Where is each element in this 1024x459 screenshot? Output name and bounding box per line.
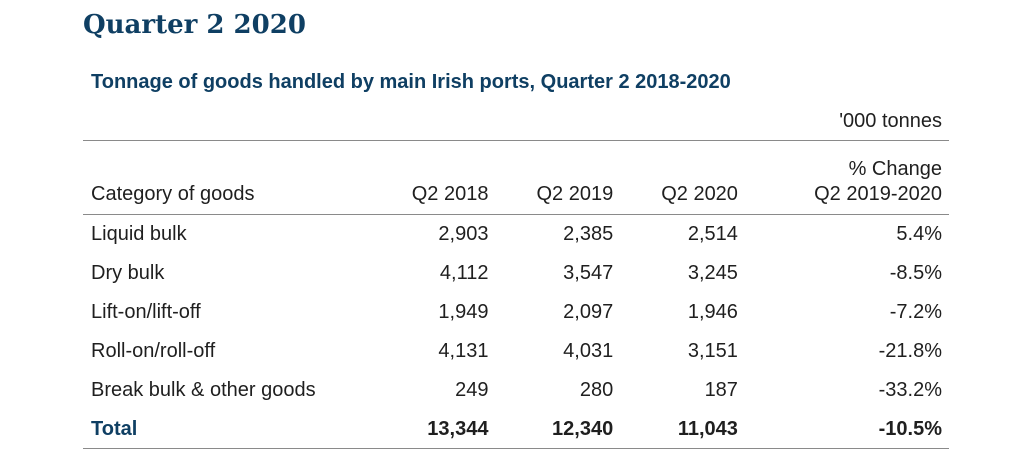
table-row: Dry bulk 4,112 3,547 3,245 -8.5% [83, 254, 949, 293]
total-label: Total [91, 417, 138, 440]
cell-category: Break bulk & other goods [91, 379, 316, 401]
cell-category: Liquid bulk [91, 223, 187, 245]
total-q2-2019: 12,340 [552, 417, 614, 440]
header-pct-change-line1: % Change [848, 158, 942, 180]
cell-q2-2018: 249 [455, 379, 489, 401]
cell-q2-2020: 187 [704, 379, 738, 401]
total-q2-2020: 11,043 [677, 417, 738, 440]
cell-pct-change: -8.5% [889, 262, 942, 284]
cell-q2-2018: 2,903 [438, 223, 489, 245]
cell-q2-2019: 280 [579, 379, 614, 401]
cell-category: Lift-on/lift-off [91, 301, 201, 323]
header-category: Category of goods [91, 183, 255, 205]
cell-q2-2019: 2,097 [563, 301, 614, 323]
cell-q2-2020: 3,245 [687, 262, 738, 284]
header-row: Category of goods Q2 2018 Q2 2019 Q2 202… [83, 140, 949, 215]
cell-q2-2019: 4,031 [563, 340, 614, 362]
cell-q2-2018: 1,949 [438, 301, 489, 323]
table-row: Liquid bulk 2,903 2,385 2,514 5.4% [83, 215, 949, 255]
header-q2-2020: Q2 2020 [661, 183, 738, 205]
total-q2-2018: 13,344 [427, 417, 489, 440]
table-body: Liquid bulk 2,903 2,385 2,514 5.4% Dry b… [83, 215, 949, 449]
table-row: Roll-on/roll-off 4,131 4,031 3,151 -21.8… [83, 332, 949, 371]
table-header: Category of goods Q2 2018 Q2 2019 Q2 202… [83, 140, 949, 215]
cell-q2-2020: 2,514 [687, 223, 738, 245]
cell-category: Roll-on/roll-off [91, 340, 216, 362]
cell-pct-change: -33.2% [878, 379, 942, 401]
cell-q2-2020: 1,946 [687, 301, 738, 323]
unit-note: '000 tonnes [839, 110, 942, 132]
header-pct-change-line2: Q2 2019-2020 [814, 183, 942, 205]
cell-q2-2019: 3,547 [563, 262, 614, 284]
cell-q2-2018: 4,112 [439, 262, 489, 284]
tonnage-table: Category of goods Q2 2018 Q2 2019 Q2 202… [83, 140, 949, 449]
table-row: Lift-on/lift-off 1,949 2,097 1,946 -7.2% [83, 293, 949, 332]
cell-pct-change: -7.2% [889, 301, 942, 323]
total-row: Total 13,344 12,340 11,043 -10.5% [83, 410, 949, 449]
header-q2-2018: Q2 2018 [411, 183, 489, 205]
header-q2-2019: Q2 2019 [536, 183, 614, 205]
table-title: Tonnage of goods handled by main Irish p… [91, 71, 731, 93]
total-pct-change: -10.5% [878, 417, 942, 440]
cell-pct-change: 5.4% [896, 223, 942, 245]
cell-q2-2019: 2,385 [563, 223, 614, 245]
page-heading: Quarter 2 2020 [83, 10, 306, 40]
cell-pct-change: -21.8% [878, 340, 942, 362]
cell-category: Dry bulk [91, 262, 165, 284]
cell-q2-2018: 4,131 [438, 340, 489, 362]
table-row: Break bulk & other goods 249 280 187 -33… [83, 371, 949, 410]
cell-q2-2020: 3,151 [687, 340, 738, 362]
header-pct-change: % Change Q2 2019-2020 [738, 141, 949, 215]
